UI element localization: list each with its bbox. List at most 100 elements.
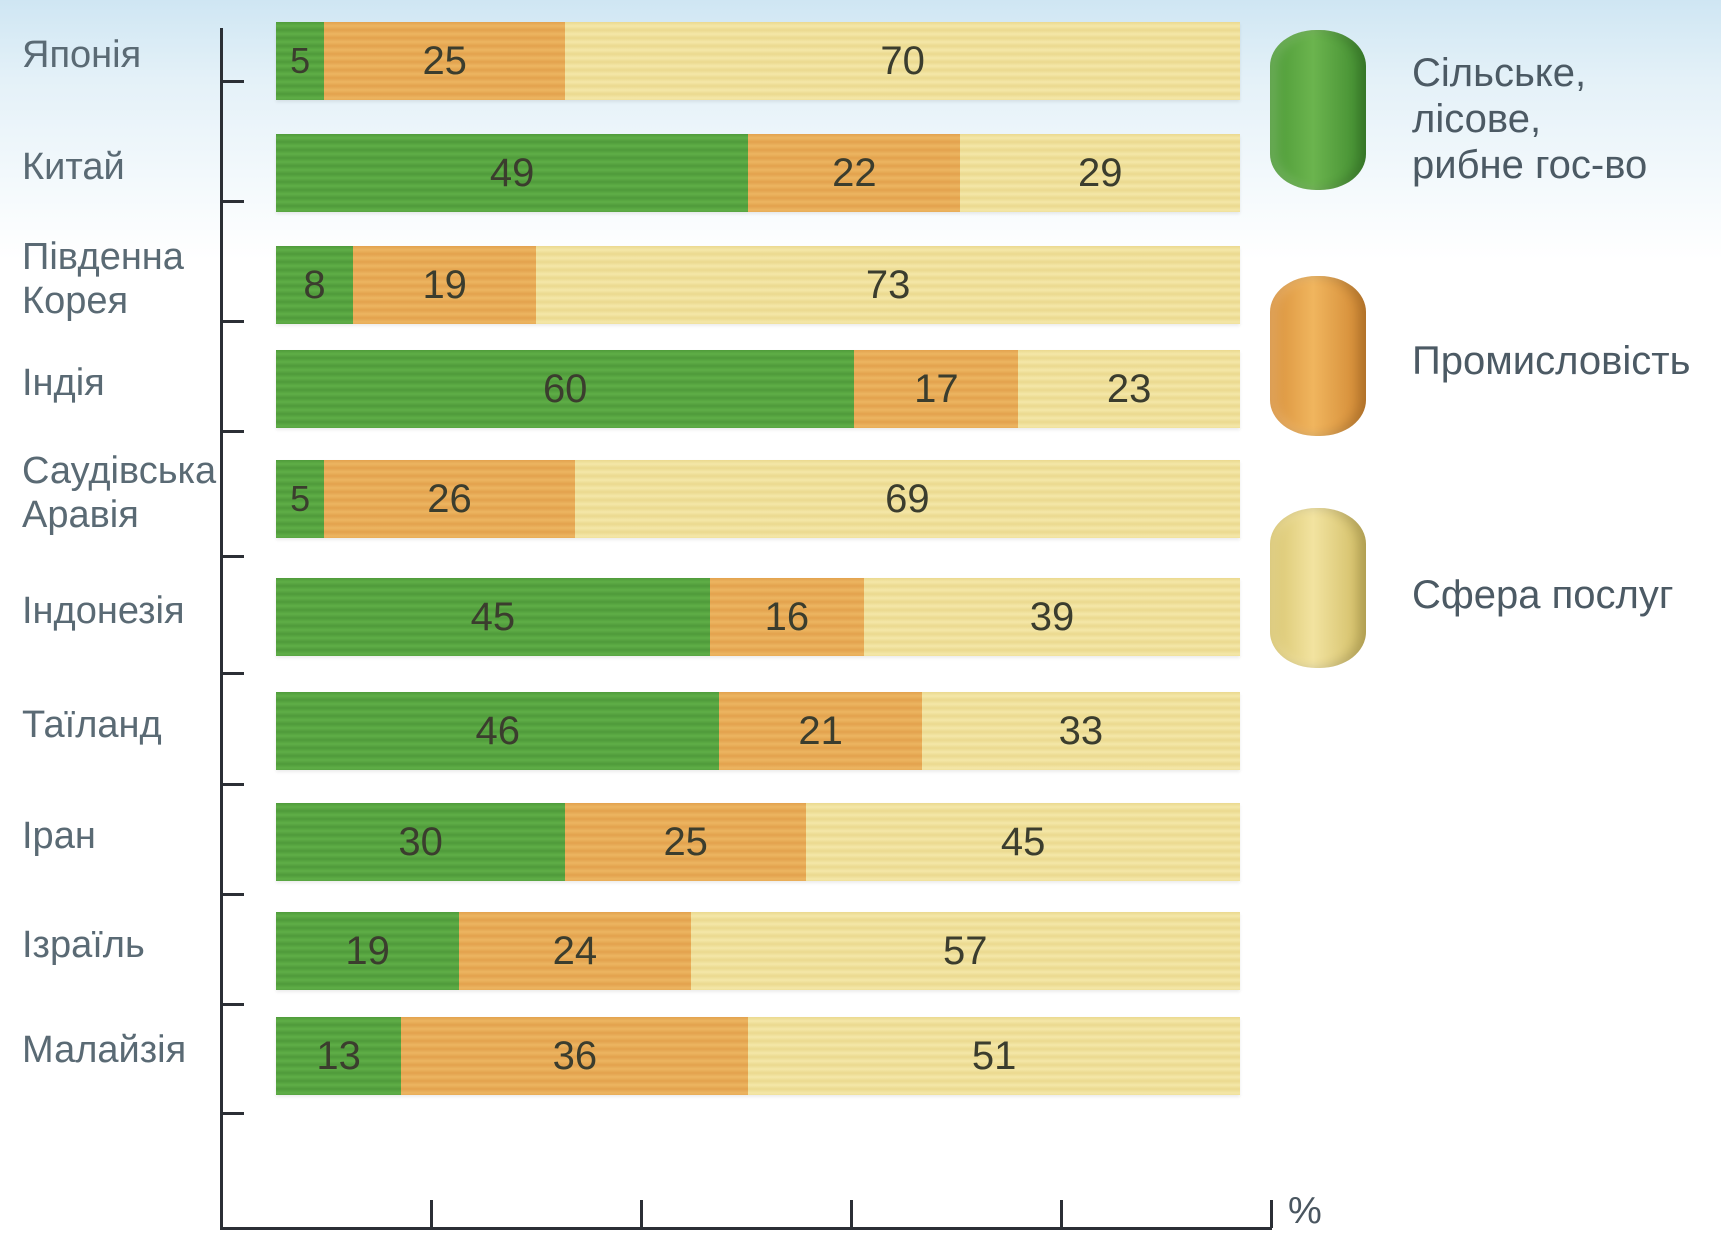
bar-segment-agriculture: 60 (276, 350, 855, 428)
data-label: 45 (470, 594, 516, 639)
bar-segment-agriculture: 30 (276, 803, 566, 881)
bar-segment-industry: 26 (324, 460, 575, 538)
y-axis-tick (222, 893, 244, 896)
y-axis-tick (222, 672, 244, 675)
data-label: 36 (552, 1033, 598, 1078)
data-label: 46 (475, 708, 520, 753)
data-label: 22 (832, 150, 877, 195)
data-label: 73 (865, 262, 911, 307)
bar-segment-industry: 21 (719, 692, 922, 770)
bar-segment-agriculture: 45 (276, 578, 710, 656)
data-label: 70 (880, 38, 925, 83)
bar-segment-industry: 17 (854, 350, 1019, 428)
data-label: 5 (290, 478, 311, 519)
category-label: Китай (22, 146, 125, 188)
data-label: 16 (764, 594, 810, 639)
bar-segment-agriculture: 5 (276, 22, 325, 100)
category-label: Іран (22, 815, 96, 857)
x-axis-tick (1270, 1200, 1273, 1228)
category-label: Індонезія (22, 590, 185, 632)
legend-swatch (1270, 30, 1366, 190)
y-axis-tick (222, 80, 244, 83)
y-axis-tick (222, 320, 244, 323)
bar-segment-agriculture: 46 (276, 692, 720, 770)
data-label: 19 (422, 262, 467, 307)
bar-segment-services: 51 (748, 1017, 1240, 1095)
data-label: 51 (971, 1033, 1017, 1078)
data-label: 17 (914, 366, 959, 411)
bar-row: 45 16 39 (276, 578, 1240, 656)
bar-segment-services: 70 (565, 22, 1240, 100)
bar-row: 5 26 69 (276, 460, 1240, 538)
data-label: 57 (943, 928, 988, 973)
bar-segment-agriculture: 8 (276, 246, 354, 324)
bar-row: 19 24 57 (276, 912, 1240, 990)
data-label: 29 (1077, 150, 1123, 195)
data-label: 13 (316, 1033, 361, 1078)
bar-row: 5 25 70 (276, 22, 1240, 100)
data-label: 49 (489, 150, 535, 195)
x-axis-line (220, 1227, 1272, 1230)
data-label: 5 (290, 40, 311, 81)
bar-segment-industry: 25 (565, 803, 807, 881)
data-label: 39 (1029, 594, 1075, 639)
bar-segment-services: 73 (536, 246, 1240, 324)
bar-segment-services: 57 (690, 912, 1240, 990)
data-label: 60 (542, 366, 588, 411)
bar-row: 46 21 33 (276, 692, 1240, 770)
bar-segment-services: 45 (806, 803, 1240, 881)
bar-segment-industry: 24 (459, 912, 691, 990)
data-label: 25 (663, 819, 708, 864)
category-label: Південна Корея (22, 236, 184, 322)
data-label: 8 (303, 262, 326, 307)
bar-segment-industry: 36 (401, 1017, 749, 1095)
bar-row: 60 17 23 (276, 350, 1240, 428)
bar-segment-agriculture: 49 (276, 134, 749, 212)
y-axis-tick (222, 200, 244, 203)
x-axis-unit-label: % (1288, 1190, 1322, 1232)
category-label: Індія (22, 362, 105, 404)
bar-segment-industry: 19 (353, 246, 537, 324)
bar-segment-agriculture: 19 (276, 912, 460, 990)
category-label: Саудівська Аравія (22, 450, 217, 536)
category-label: Малайзія (22, 1029, 187, 1071)
data-label: 45 (1000, 819, 1046, 864)
data-label: 25 (422, 38, 467, 83)
bar-segment-industry: 16 (709, 578, 865, 656)
data-label: 69 (885, 476, 930, 521)
legend-swatch (1270, 508, 1366, 668)
legend-swatch (1270, 276, 1366, 436)
bar-segment-agriculture: 5 (276, 460, 325, 538)
bar-segment-industry: 25 (324, 22, 566, 100)
data-label: 21 (798, 708, 843, 753)
legend-label: Промисловість (1412, 339, 1691, 383)
data-label: 23 (1106, 366, 1152, 411)
data-label: 19 (345, 928, 390, 973)
x-axis-tick (430, 1200, 433, 1228)
bar-segment-services: 23 (1018, 350, 1240, 428)
y-axis-tick (222, 430, 244, 433)
y-axis-tick (222, 1003, 244, 1006)
bar-segment-services: 29 (960, 134, 1240, 212)
bar-segment-services: 39 (864, 578, 1240, 656)
bar-row: 13 36 51 (276, 1017, 1240, 1095)
data-label: 30 (398, 819, 443, 864)
y-axis-tick (222, 783, 244, 786)
data-label: 26 (427, 476, 472, 521)
legend-label: Сільське, лісове, рибне гос-во (1412, 51, 1648, 187)
data-label: 24 (552, 928, 598, 973)
x-axis-tick (850, 1200, 853, 1228)
bar-row: 8 19 73 (276, 246, 1240, 324)
x-axis-tick (640, 1200, 643, 1228)
y-axis-line (220, 28, 223, 1230)
category-label: Таїланд (22, 704, 162, 746)
bar-segment-services: 69 (574, 460, 1240, 538)
bar-segment-industry: 22 (748, 134, 961, 212)
y-axis-tick (222, 555, 244, 558)
bar-row: 30 25 45 (276, 803, 1240, 881)
x-axis-tick (1060, 1200, 1063, 1228)
legend-label: Сфера послуг (1412, 573, 1674, 617)
category-label: Ізраїль (22, 924, 145, 966)
category-label: Японія (22, 34, 142, 76)
